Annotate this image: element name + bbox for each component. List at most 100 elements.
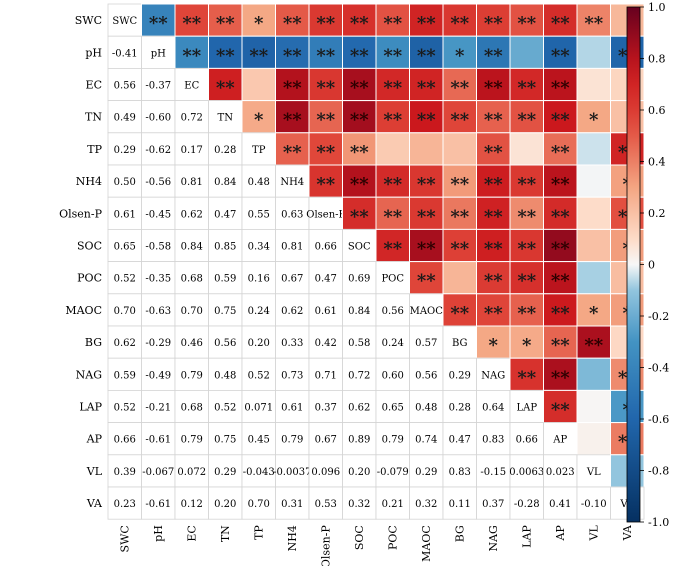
row-label: SWC [75, 14, 102, 27]
correlation-value-label: -0.29 [145, 338, 171, 349]
significance-mark: ** [350, 206, 369, 227]
significance-mark: ** [383, 174, 402, 195]
significance-mark: ** [283, 13, 302, 34]
column-label: VL [588, 525, 601, 542]
diagonal-label: TP [252, 145, 266, 156]
significance-mark: ** [316, 110, 335, 131]
correlation-value-label: 0.58 [348, 338, 370, 349]
row-label: pH [85, 46, 102, 59]
correlation-value-label: 0.56 [214, 338, 236, 349]
correlation-value-label: 0.20 [214, 499, 236, 510]
row-label: MAOC [65, 304, 102, 317]
correlation-value-label: -0.28 [514, 499, 540, 510]
significance-mark: ** [517, 271, 536, 292]
correlation-value-label: 0.79 [382, 435, 404, 446]
heatmap-cell-EC-TP [242, 68, 276, 100]
diagonal-label: LAP [516, 403, 537, 414]
correlation-value-label: -0.49 [145, 370, 171, 381]
correlation-value-label: 0.59 [214, 274, 236, 285]
significance-mark: ** [417, 206, 436, 227]
row-label: TN [85, 111, 102, 124]
correlation-value-label: 0.41 [549, 499, 571, 510]
colorbar-tick-label: 1.0 [648, 1, 666, 14]
correlation-value-label: 0.60 [382, 370, 404, 381]
correlation-value-label: 0.64 [482, 403, 504, 414]
significance-mark: ** [517, 110, 536, 131]
significance-mark: ** [149, 13, 168, 34]
correlation-value-label: 0.31 [281, 499, 303, 510]
correlation-value-label: 0.79 [181, 435, 203, 446]
colorbar-tick-label: -0.6 [648, 413, 669, 426]
correlation-value-label: 0.75 [214, 306, 236, 317]
heatmap-cell-POC-BG [443, 262, 477, 294]
significance-mark: * [254, 110, 264, 131]
correlation-value-label: 0.74 [415, 435, 437, 446]
correlation-value-label: 0.73 [281, 370, 303, 381]
colorbar-tick-label: -0.2 [648, 310, 669, 323]
significance-mark: ** [249, 45, 268, 66]
significance-mark: ** [450, 13, 469, 34]
diagonal-label: SOC [348, 242, 371, 253]
correlation-value-label: 0.28 [214, 145, 236, 156]
correlation-value-label: 0.37 [315, 403, 337, 414]
correlation-value-label: 0.16 [248, 274, 270, 285]
correlation-value-label: 0.29 [449, 370, 471, 381]
correlation-value-label: 0.72 [181, 113, 203, 124]
correlation-value-label: 0.32 [348, 499, 370, 510]
significance-mark: ** [383, 45, 402, 66]
row-label: SOC [77, 240, 102, 253]
significance-mark: ** [484, 13, 503, 34]
heatmap-cell-NH4-VL [577, 165, 611, 197]
correlation-value-label: 0.57 [415, 338, 437, 349]
correlation-value-label: -0.61 [145, 499, 171, 510]
correlation-value-label: -0.21 [145, 403, 171, 414]
correlation-value-label: 0.84 [214, 177, 236, 188]
row-label: Olsen-P [59, 207, 102, 220]
heatmap-cell-TP-LAP [510, 133, 544, 165]
correlation-value-label: -0.58 [145, 242, 171, 253]
significance-mark: ** [484, 142, 503, 163]
column-label: POC [387, 525, 400, 550]
correlation-value-label: 0.53 [315, 499, 337, 510]
significance-mark: ** [216, 78, 235, 99]
significance-mark: ** [484, 206, 503, 227]
correlation-value-label: 0.81 [281, 242, 303, 253]
significance-mark: ** [283, 78, 302, 99]
column-label: TN [219, 525, 232, 542]
significance-mark: ** [584, 13, 603, 34]
row-label: LAP [79, 401, 102, 414]
correlation-value-label: 0.83 [482, 435, 504, 446]
colorbar-tick-label: -1.0 [648, 516, 669, 529]
significance-mark: ** [551, 335, 570, 356]
significance-mark: ** [551, 271, 570, 292]
correlation-heatmap: SWC ** ** ** * ** ** ** ** ** ** ** ** ** **-0.41 pH ** *… [0, 0, 700, 566]
correlation-value-label: 0.79 [281, 435, 303, 446]
column-label: SWC [119, 525, 132, 552]
row-label: NAG [76, 368, 102, 381]
correlation-value-label: 0.21 [382, 499, 404, 510]
significance-mark: ** [450, 303, 469, 324]
significance-mark: ** [517, 367, 536, 388]
correlation-value-label: 0.071 [244, 403, 273, 414]
correlation-value-label: 0.42 [315, 338, 337, 349]
significance-mark: ** [417, 13, 436, 34]
significance-mark: ** [350, 110, 369, 131]
significance-mark: ** [417, 78, 436, 99]
correlation-value-label: 0.61 [315, 306, 337, 317]
column-label: NH4 [286, 525, 299, 551]
correlation-value-label: 0.84 [348, 306, 370, 317]
significance-mark: ** [450, 206, 469, 227]
significance-mark: ** [517, 13, 536, 34]
significance-mark: ** [316, 45, 335, 66]
colorbar: 1.00.80.60.40.20-0.2-0.4-0.6-0.8-1.0 [627, 1, 669, 529]
significance-mark: ** [283, 142, 302, 163]
row-label: AP [86, 433, 103, 446]
column-labels: SWC pH EC TN TP NH4 Olsen-P SOC POC MAOC BG NAG LAP A… [119, 524, 635, 566]
correlation-value-label: 0.65 [114, 242, 136, 253]
significance-mark: ** [484, 45, 503, 66]
column-label: MAOC [420, 525, 433, 562]
diagonal-label: NH4 [280, 177, 304, 188]
correlation-value-label: 0.39 [114, 467, 136, 478]
significance-mark: ** [350, 45, 369, 66]
diagonal-label: MAOC [410, 306, 444, 317]
